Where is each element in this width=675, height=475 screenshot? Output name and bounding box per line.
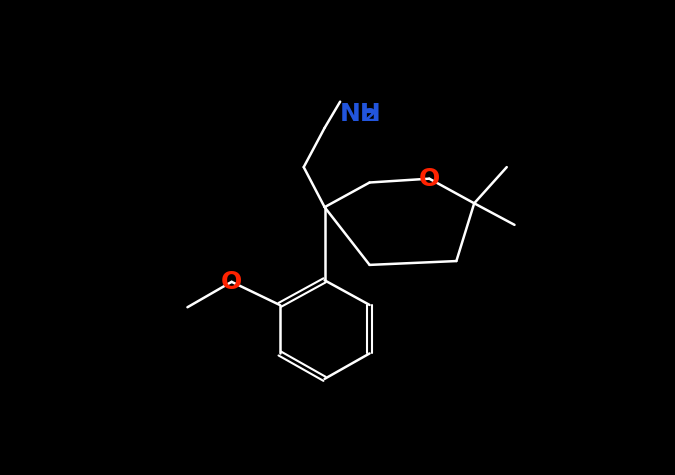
Text: 2: 2 — [363, 107, 376, 125]
Text: O: O — [221, 270, 242, 294]
Text: NH: NH — [340, 102, 382, 126]
Text: O: O — [418, 167, 440, 190]
